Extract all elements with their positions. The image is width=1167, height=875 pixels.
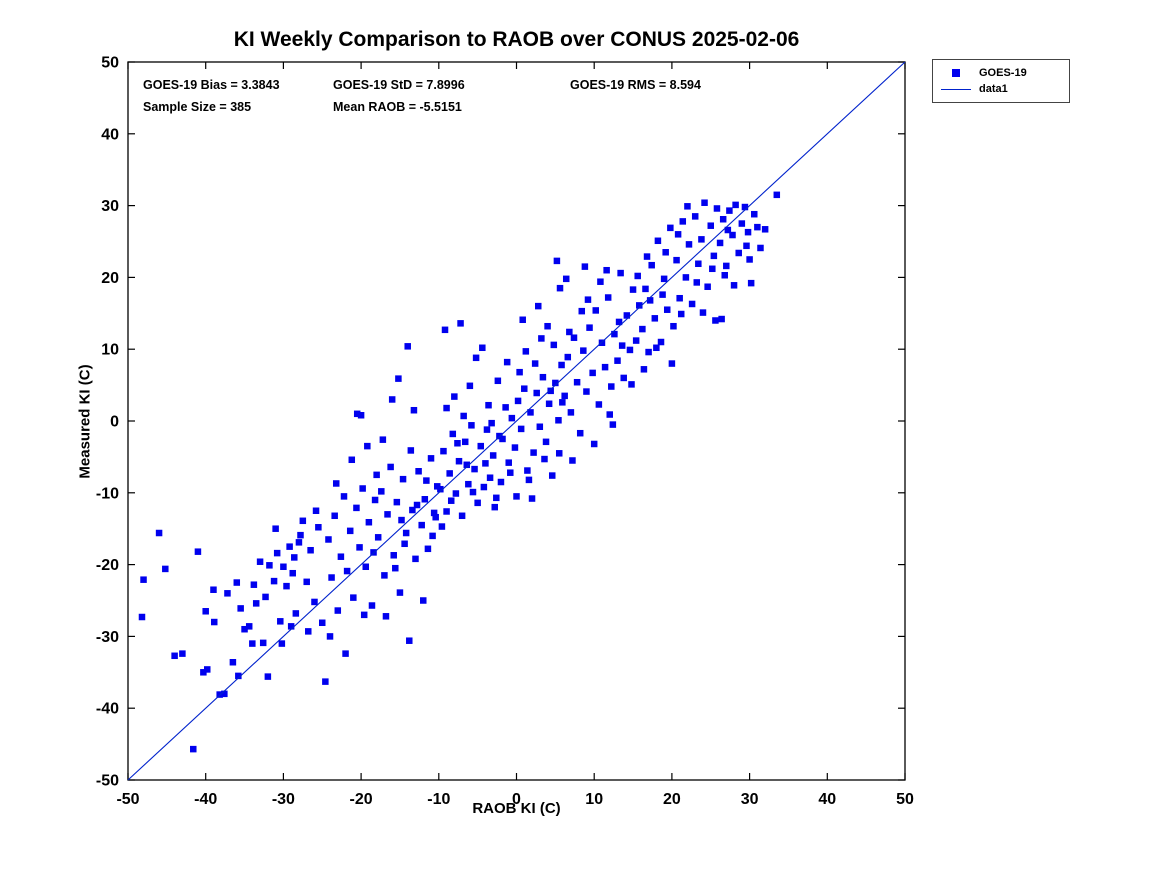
svg-text:0: 0 <box>110 414 119 431</box>
svg-text:50: 50 <box>101 55 119 72</box>
legend-label: GOES-19 <box>979 67 1027 79</box>
legend-line-swatch <box>939 88 973 90</box>
svg-text:10: 10 <box>101 342 119 359</box>
stat-rms: GOES-19 RMS = 8.594 <box>570 78 701 92</box>
svg-text:-50: -50 <box>116 791 139 808</box>
legend-item-goes19: GOES-19 <box>939 65 1061 81</box>
stat-sample-size: Sample Size = 385 <box>143 100 252 114</box>
svg-text:-30: -30 <box>96 629 119 646</box>
chart-title: KI Weekly Comparison to RAOB over CONUS … <box>233 28 800 51</box>
svg-text:-10: -10 <box>427 791 450 808</box>
svg-text:30: 30 <box>741 791 759 808</box>
stat-mean-raob: Mean RAOB = -5.5151 <box>333 100 462 114</box>
svg-text:-30: -30 <box>272 791 295 808</box>
svg-text:-20: -20 <box>96 557 119 574</box>
svg-text:50: 50 <box>896 791 914 808</box>
svg-text:40: 40 <box>101 126 119 143</box>
x-axis-label: RAOB KI (C) <box>472 800 561 817</box>
legend-marker-swatch <box>939 69 973 77</box>
legend-label: data1 <box>979 83 1008 95</box>
svg-text:0: 0 <box>512 791 521 808</box>
svg-text:10: 10 <box>585 791 603 808</box>
svg-text:-40: -40 <box>96 701 119 718</box>
svg-text:-40: -40 <box>194 791 217 808</box>
svg-text:30: 30 <box>101 198 119 215</box>
svg-text:20: 20 <box>101 270 119 287</box>
square-marker-icon <box>952 69 960 77</box>
legend-item-data1: data1 <box>939 81 1061 97</box>
svg-text:40: 40 <box>818 791 836 808</box>
svg-text:-10: -10 <box>96 485 119 502</box>
svg-text:-50: -50 <box>96 773 119 790</box>
stat-std: GOES-19 StD = 7.8996 <box>333 78 465 92</box>
svg-text:20: 20 <box>663 791 681 808</box>
y-axis-label: Measured KI (C) <box>76 364 94 479</box>
stat-bias: GOES-19 Bias = 3.3843 <box>143 78 280 92</box>
legend: GOES-19 data1 <box>932 59 1070 103</box>
line-swatch-icon <box>941 88 971 90</box>
svg-text:-20: -20 <box>350 791 373 808</box>
